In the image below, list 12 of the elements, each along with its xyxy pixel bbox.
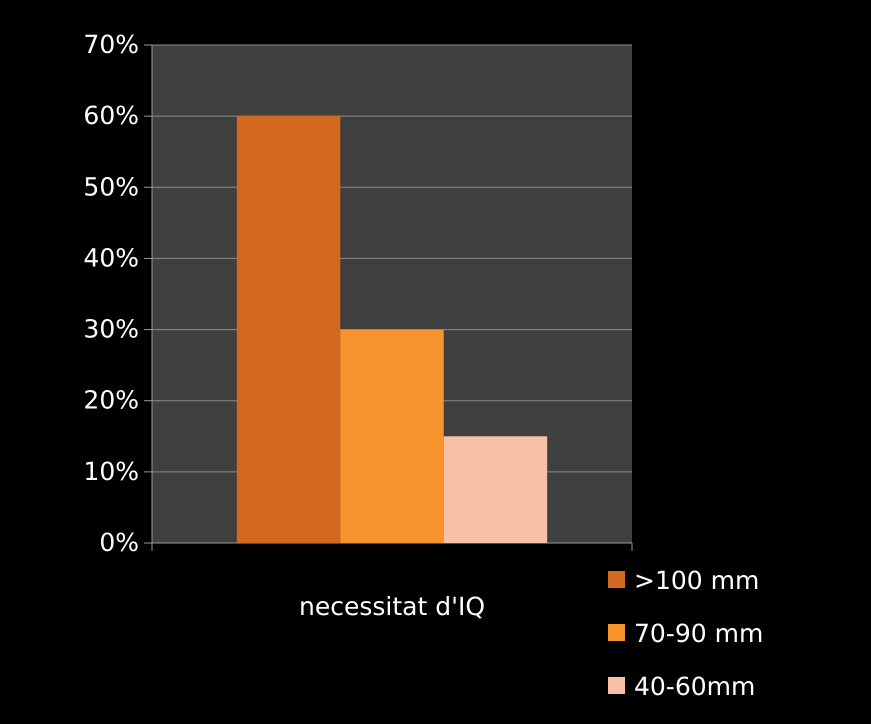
- y-tick-label: 40%: [83, 243, 139, 272]
- y-tick-label: 10%: [83, 456, 139, 486]
- legend-label: >100 mm: [634, 566, 760, 595]
- y-tick-label: 30%: [83, 314, 139, 344]
- y-tick-label: 70%: [83, 30, 139, 59]
- legend-label: 70-90 mm: [634, 619, 764, 648]
- y-tick-label: 20%: [83, 386, 139, 415]
- legend-label: 40-60mm: [634, 672, 756, 701]
- x-axis-title: necessitat d'IQ: [298, 592, 486, 621]
- y-tick-label: 50%: [83, 172, 139, 202]
- y-tick-label: 0%: [99, 528, 139, 557]
- y-tick-label: 60%: [83, 101, 139, 130]
